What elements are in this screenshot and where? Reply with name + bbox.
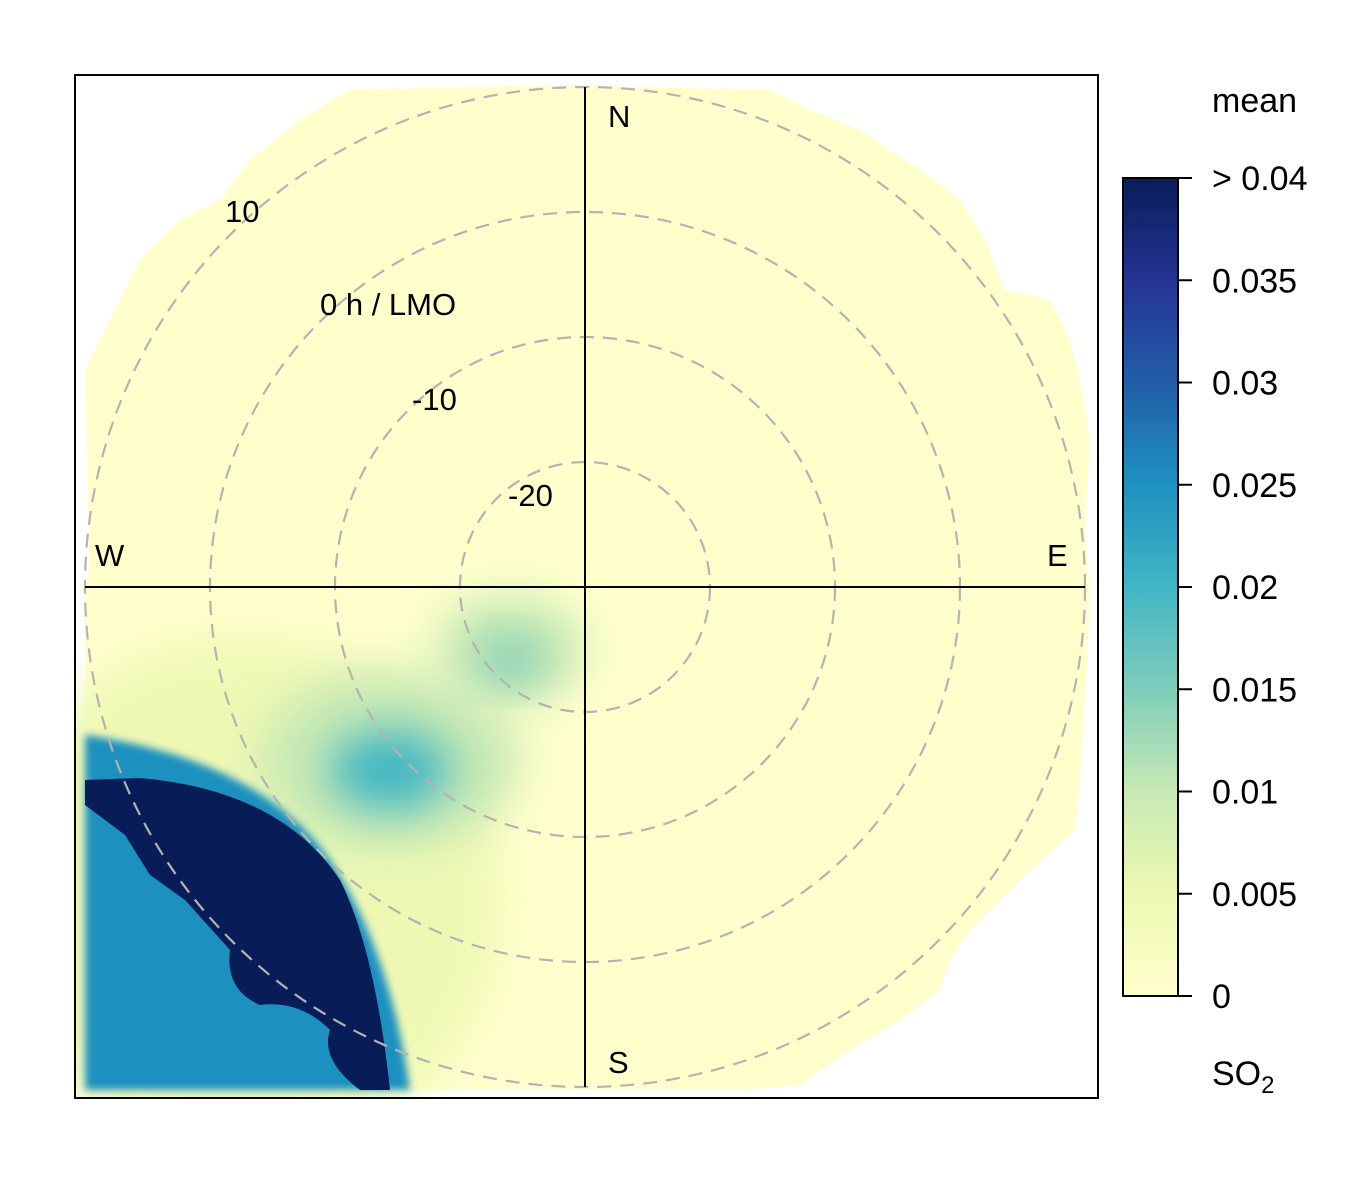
legend-tick-label: > 0.04: [1212, 160, 1307, 198]
feature-sw-core: [85, 778, 390, 1090]
radial-tick-labels: -20 -10 0 h / LMO 10: [225, 194, 553, 513]
legend-tick-label: 0.03: [1212, 365, 1278, 403]
radial-tick-label: 10: [225, 194, 259, 229]
legend-pollutant-subscript: 2: [1261, 1072, 1274, 1099]
direction-labels: N E S W: [95, 99, 1068, 1080]
feature-inner-core: [478, 636, 542, 684]
radial-axis-label: 0 h / LMO: [320, 287, 456, 322]
legend-colorbar: [1122, 177, 1179, 997]
direction-label-s: S: [608, 1045, 629, 1080]
legend-tick-label: 0: [1212, 978, 1231, 1016]
direction-label-w: W: [95, 538, 125, 573]
legend-tick-label: 0.005: [1212, 876, 1297, 914]
legend-tick-label: 0.01: [1212, 774, 1278, 812]
radial-tick-label: -20: [508, 478, 553, 513]
legend-ticks: 0 0.005 0.01 0.015 0.02 0.025 0.03 0.035 > 0.04: [1178, 160, 1307, 1016]
legend-tick-label: 0.025: [1212, 467, 1297, 505]
direction-label-e: E: [1047, 538, 1068, 573]
concentration-features: [75, 595, 585, 1098]
radial-tick-label: -10: [412, 382, 457, 417]
plot-frame: [74, 74, 1099, 1099]
legend-pollutant: SO2: [1212, 1055, 1274, 1099]
cardinal-axes: [85, 87, 1085, 1087]
legend-tick-label: 0.015: [1212, 671, 1297, 709]
feature-middle-core: [330, 730, 450, 810]
legend-pollutant-name: SO: [1212, 1055, 1261, 1093]
legend-title: mean: [1212, 82, 1297, 120]
color-legend: mean 0 0.005 0.01 0.015 0.02 0.025 0.03 0.035 > …: [1122, 82, 1307, 1099]
legend-tick-label: 0.02: [1212, 569, 1278, 607]
direction-label-n: N: [608, 99, 630, 134]
legend-tick-label: 0.035: [1212, 262, 1297, 300]
